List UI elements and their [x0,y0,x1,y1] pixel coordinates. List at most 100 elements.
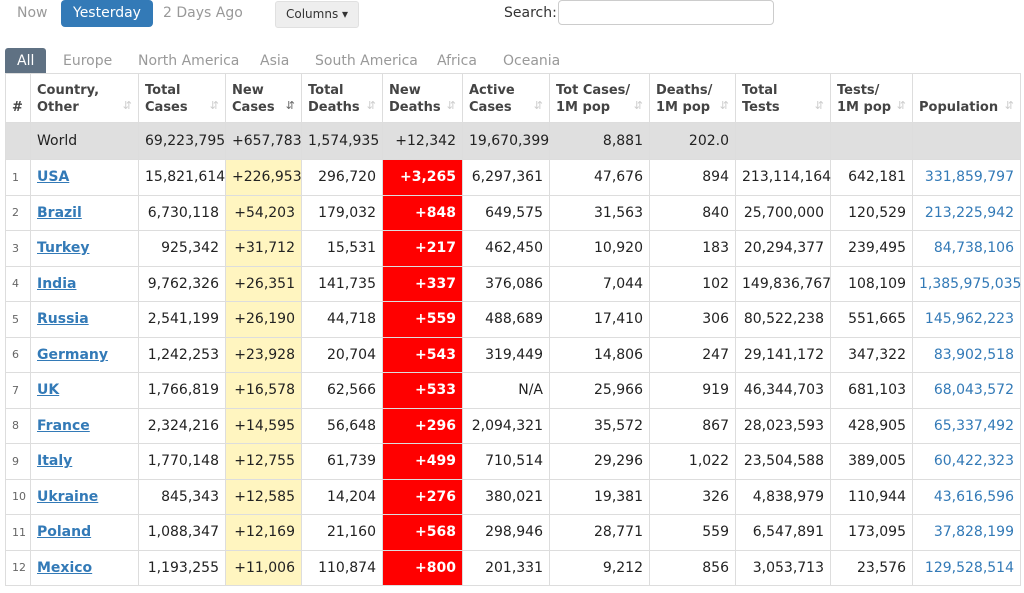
sort-icon[interactable]: ⇵ [209,99,219,112]
cell-total-deaths: 21,160 [301,514,383,551]
tab-south-america[interactable]: South America [315,53,418,69]
cell-country: Ukraine [30,478,139,515]
cell-country: USA [30,159,139,196]
column-header-active-cases[interactable]: Active Cases ⇵ [462,73,550,123]
country-link[interactable]: France [37,417,90,434]
header-row: # Country, Other ⇵ Total Cases ⇵ New Cases ⇵ To… [5,73,1021,123]
cell-new-cases: +23,928 [225,336,302,373]
column-header-new-cases[interactable]: New Cases ⇵ [225,73,302,123]
cell-total-deaths: 15,531 [301,230,383,267]
tab-europe[interactable]: Europe [63,53,113,69]
country-link[interactable]: Mexico [37,559,93,576]
table-row: 11 Poland 1,088,347 +12,169 21,160 +568 298,94… [5,514,1021,551]
cell-tests-per-1m: 389,005 [830,443,913,480]
cell-active-cases: 6,297,361 [462,159,550,196]
cell-total-cases: 1,088,347 [138,514,226,551]
country-link[interactable]: Turkey [37,240,90,257]
cell-tot-cases-per-1m: 25,966 [549,372,650,409]
column-header-rank[interactable]: # [5,73,31,123]
cell-rank: 2 [5,194,31,231]
sort-icon[interactable]: ⇵ [446,99,456,112]
column-header-new-deaths[interactable]: New Deaths ⇵ [382,73,463,123]
column-header-total-cases[interactable]: Total Cases ⇵ [138,73,226,123]
sort-icon[interactable]: ⇵ [633,99,643,112]
tab-oceania[interactable]: Oceania [503,53,561,69]
sort-icon[interactable]: ⇵ [533,99,543,112]
column-header-deaths-per-1m[interactable]: Deaths/ 1M pop ⇵ [649,73,736,123]
cell-new-cases: +26,351 [225,265,302,302]
country-link[interactable]: Ukraine [37,488,99,505]
column-header-label: Active Cases [469,83,515,115]
cell-deaths-per-1m: 919 [649,372,736,409]
column-header-tot-cases-per-1m[interactable]: Tot Cases/ 1M pop ⇵ [549,73,650,123]
tab-all[interactable]: All [5,48,47,74]
cell-rank: 5 [5,301,31,338]
country-link[interactable]: UK [37,382,60,399]
sort-icon[interactable]: ⇵ [122,99,132,112]
cell-total-cases: 1,193,255 [138,549,226,586]
cell-deaths-per-1m: 840 [649,194,736,231]
sort-icon[interactable]: ⇵ [285,99,295,112]
cell-total-cases: 69,223,795 [138,122,226,160]
country-link[interactable]: Brazil [37,204,82,221]
country-link[interactable]: Germany [37,346,109,363]
cell-total-tests: 29,141,172 [735,336,831,373]
tab-north-america[interactable]: North America [138,53,240,69]
cell-active-cases: 462,450 [462,230,550,267]
cell-new-deaths: +559 [382,301,463,338]
search-input[interactable] [558,0,774,25]
sort-icon[interactable]: ⇵ [814,99,824,112]
cell-total-cases: 1,242,253 [138,336,226,373]
column-header-total-deaths[interactable]: Total Deaths ⇵ [301,73,383,123]
country-link[interactable]: Italy [37,453,73,470]
cell-tot-cases-per-1m: 28,771 [549,514,650,551]
country-link[interactable]: USA [37,169,70,186]
cell-active-cases: 380,021 [462,478,550,515]
sort-icon[interactable]: ⇵ [896,99,906,112]
cell-population: 1,385,975,035 [912,265,1021,302]
column-header-label: Population [919,100,999,115]
tab-yesterday[interactable]: Yesterday [61,0,153,27]
cell-tot-cases-per-1m: 9,212 [549,549,650,586]
cell-active-cases: 710,514 [462,443,550,480]
cell-total-deaths: 62,566 [301,372,383,409]
tab-2-days-ago[interactable]: 2 Days Ago [163,5,243,21]
column-header-population[interactable]: Population ⇵ [912,73,1021,123]
table-row: 6 Germany 1,242,253 +23,928 20,704 +543 319,44… [5,336,1021,373]
cell-rank: 3 [5,230,31,267]
column-header-label: Total Tests [742,83,780,115]
cell-population: 331,859,797 [912,159,1021,196]
sort-icon[interactable]: ⇵ [366,99,376,112]
column-header-label: Total Cases [145,83,188,115]
cell-tot-cases-per-1m: 10,920 [549,230,650,267]
cell-tests-per-1m: 347,322 [830,336,913,373]
column-header-tests-per-1m[interactable]: Tests/ 1M pop ⇵ [830,73,913,123]
column-header-country[interactable]: Country, Other ⇵ [30,73,139,123]
cell-tot-cases-per-1m: 47,676 [549,159,650,196]
cell-tot-cases-per-1m: 29,296 [549,443,650,480]
cell-population: 84,738,106 [912,230,1021,267]
cell-country: Mexico [30,549,139,586]
cell-active-cases: 201,331 [462,549,550,586]
cell-tot-cases-per-1m: 7,044 [549,265,650,302]
country-link[interactable]: Poland [37,524,92,541]
cell-total-cases: 2,541,199 [138,301,226,338]
sort-icon[interactable]: ⇵ [1004,99,1014,112]
cell-tests-per-1m: 173,095 [830,514,913,551]
column-header-label: # [12,100,23,115]
cell-new-cases: +11,006 [225,549,302,586]
tab-now[interactable]: Now [17,5,48,21]
tab-africa[interactable]: Africa [437,53,477,69]
tab-asia[interactable]: Asia [260,53,290,69]
sort-icon[interactable]: ⇵ [719,99,729,112]
columns-button[interactable]: Columns ▾ [275,1,360,28]
country-link[interactable]: India [37,275,77,292]
cell-deaths-per-1m: 894 [649,159,736,196]
cell-deaths-per-1m: 306 [649,301,736,338]
cell-active-cases: 376,086 [462,265,550,302]
column-header-total-tests[interactable]: Total Tests ⇵ [735,73,831,123]
country-link[interactable]: Russia [37,311,89,328]
cell-total-cases: 2,324,216 [138,407,226,444]
cell-tot-cases-per-1m: 35,572 [549,407,650,444]
cell-total-tests: 80,522,238 [735,301,831,338]
